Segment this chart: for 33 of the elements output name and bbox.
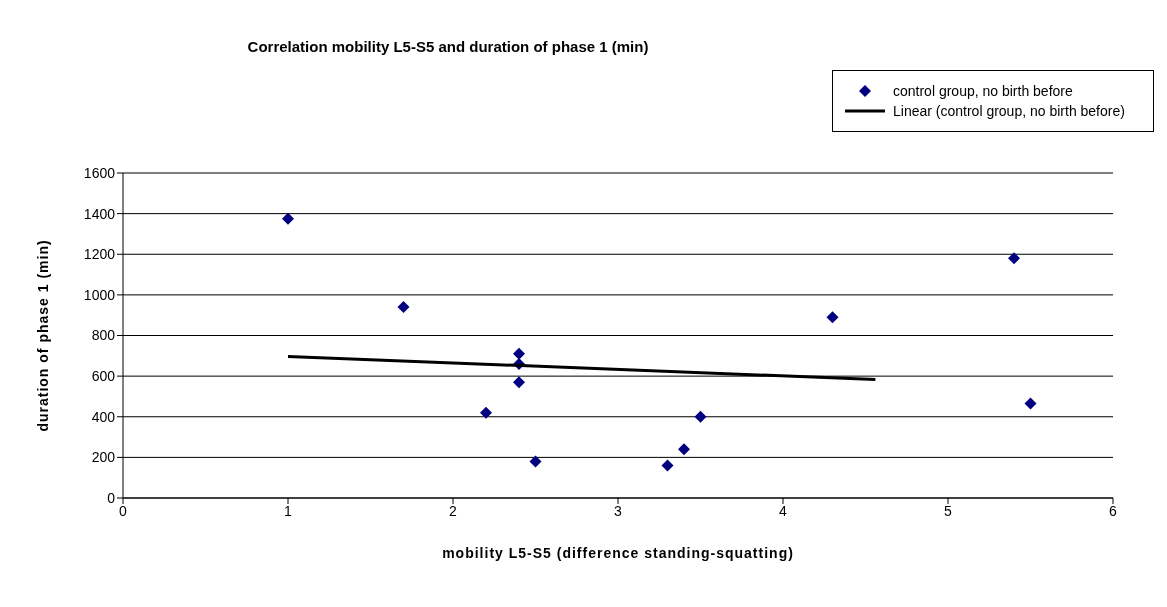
x-tick-label: 2 [449,502,458,519]
x-tick-label: 1 [284,502,293,519]
point [282,212,294,225]
x-axis-title: mobility L5-S5 (difference standing-squatting) [442,545,794,561]
point [480,406,492,419]
x-tick-label: 4 [779,502,788,519]
point [826,311,839,324]
point [678,443,690,456]
point [397,301,410,314]
y-axis-title: duration of phase 1 (min) [34,239,51,432]
legend-label: control group, no birth before [893,83,1073,99]
point [1008,252,1020,265]
point [694,410,707,423]
point [1024,397,1037,410]
y-tick-label: 800 [91,327,116,344]
y-tick-label: 400 [91,408,116,425]
chart-title: Correlation mobility L5-S5 and duration of phase 1 (min) [246,38,650,55]
y-tick-label: 200 [91,449,116,466]
y-tick-label: 600 [91,368,116,385]
y-tick-label: 0 [107,489,116,506]
x-tick-label: 6 [1109,502,1118,519]
point [513,347,525,360]
y-tick-label: 1400 [83,205,116,222]
legend-label: Linear (control group, no birth before) [893,103,1125,119]
point [529,455,542,468]
x-tick-label: 3 [614,502,623,519]
y-tick-label: 1000 [83,286,116,303]
x-tick-label: 5 [944,502,953,519]
y-tick-label: 1200 [83,246,116,263]
y-tick-label: 1600 [83,164,116,181]
point [661,459,674,472]
x-tick-label: 0 [119,502,128,519]
point [513,376,525,389]
